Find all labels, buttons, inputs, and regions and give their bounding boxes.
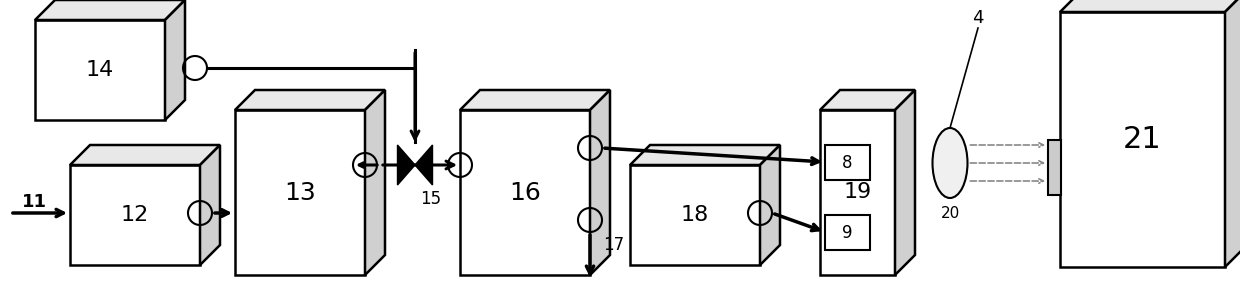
Polygon shape [630,165,760,265]
Polygon shape [895,90,915,275]
Polygon shape [35,0,185,20]
Text: 16: 16 [510,181,541,205]
Polygon shape [460,110,590,275]
Polygon shape [236,90,384,110]
Polygon shape [820,90,915,110]
Polygon shape [820,110,895,275]
Text: 11: 11 [22,193,47,211]
Text: 9: 9 [842,223,853,241]
Polygon shape [365,90,384,275]
Polygon shape [1060,0,1240,12]
Polygon shape [200,145,219,265]
Polygon shape [398,145,433,185]
Text: 19: 19 [843,183,872,203]
Ellipse shape [932,128,967,198]
Text: 13: 13 [284,181,316,205]
Polygon shape [236,110,365,275]
Text: 8: 8 [842,153,853,171]
Text: 4: 4 [972,9,983,27]
Text: 15: 15 [420,190,441,208]
Bar [825,215,870,250]
Text: 14: 14 [86,60,114,80]
Text: 17: 17 [603,236,624,254]
Text: 21: 21 [1123,125,1162,154]
Text: 18: 18 [681,205,709,225]
Polygon shape [590,90,610,275]
Polygon shape [1225,0,1240,267]
Polygon shape [460,90,610,110]
Text: 20: 20 [940,206,960,220]
Polygon shape [1060,12,1225,267]
Polygon shape [165,0,185,120]
Polygon shape [760,145,780,265]
Polygon shape [69,165,200,265]
Bar [825,145,870,180]
Text: 12: 12 [120,205,149,225]
Polygon shape [35,20,165,120]
Polygon shape [69,145,219,165]
Polygon shape [630,145,780,165]
Bar [1048,140,1061,195]
